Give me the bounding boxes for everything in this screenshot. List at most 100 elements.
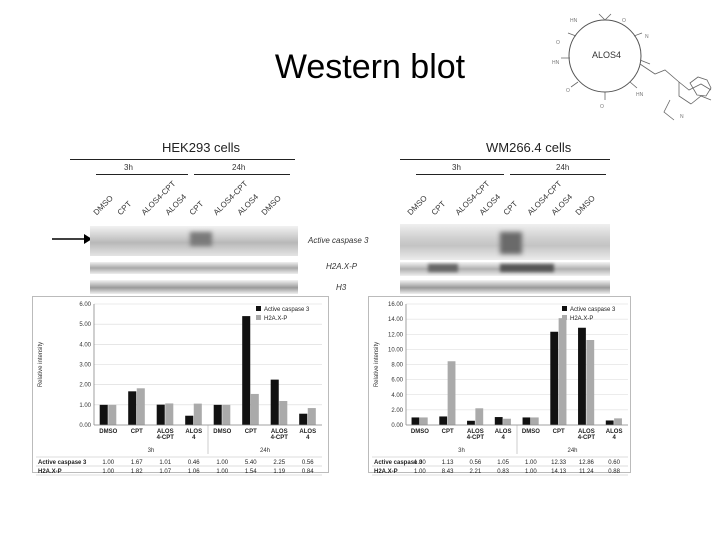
- chemical-structure-icon: ALOS4 HN O O N HN O HN O N: [552, 13, 712, 121]
- x-tick-label: ALOS 4: [606, 429, 623, 441]
- svg-text:O: O: [556, 40, 560, 46]
- y-axis-label: Relative intensity: [374, 342, 380, 387]
- x-tick-label: DMSO: [99, 429, 117, 435]
- x-tick-label: ALOS 4: [185, 429, 202, 441]
- table-cell: 1.01: [159, 460, 171, 466]
- blot-label-h2ax: H2A.X-P: [326, 262, 358, 271]
- bar-h2ax: [558, 318, 567, 425]
- svg-text:O: O: [600, 104, 604, 110]
- y-tick-label: 2.00: [79, 383, 91, 389]
- table-cell: 0.56: [302, 460, 314, 466]
- bar-active-caspase: [99, 404, 108, 425]
- legend-label: Active caspase 3: [264, 307, 310, 313]
- lane-label: CPT: [501, 199, 520, 217]
- x-tick-label: CPT: [442, 429, 454, 435]
- lane-label: DMSO: [405, 193, 429, 217]
- right-blot-h2ax-band-cpt3h: [428, 264, 458, 272]
- bar-h2ax: [307, 408, 316, 425]
- legend-label: H2A.X-P: [570, 316, 593, 322]
- y-tick-label: 12.00: [388, 332, 404, 338]
- bar-h2ax: [475, 408, 484, 425]
- table-cell: 12.33: [551, 460, 567, 466]
- table-cell: 1.00: [414, 460, 426, 466]
- bar-h2ax: [136, 388, 145, 425]
- legend-swatch: [256, 306, 261, 311]
- y-tick-label: 16.00: [388, 302, 404, 308]
- bar-h2ax: [165, 403, 174, 425]
- table-cell: 1.07: [159, 469, 171, 475]
- legend-swatch: [562, 315, 567, 320]
- left-3h-line: [96, 174, 188, 175]
- y-tick-label: 0.00: [391, 423, 403, 429]
- group-label: 24h: [567, 448, 577, 454]
- bar-active-caspase: [411, 417, 420, 425]
- table-cell: 14.13: [551, 469, 567, 475]
- blot-label-h3: H3: [336, 283, 347, 292]
- y-tick-label: 10.00: [388, 347, 404, 353]
- bar-active-caspase: [156, 404, 165, 425]
- bar-active-caspase: [299, 413, 308, 425]
- bar-active-caspase: [605, 420, 614, 425]
- arrow-icon: [52, 234, 92, 244]
- table-cell: 1.00: [525, 469, 537, 475]
- left-blot-caspase-strong-band: [190, 232, 212, 246]
- table-cell: 1.13: [442, 460, 454, 466]
- group-label: 3h: [458, 448, 465, 454]
- chart-right: Relative intensity 0.00 2.00 4.00 6.00 8.00 10…: [368, 296, 631, 476]
- bar-h2ax: [222, 404, 231, 425]
- bar-h2ax: [108, 404, 117, 425]
- table-cell: 1.05: [497, 460, 509, 466]
- left-time-3h: 3h: [124, 163, 133, 172]
- y-tick-label: 4.00: [79, 342, 91, 348]
- table-cell: 2.25: [273, 460, 285, 466]
- table-cell: 2.21: [470, 469, 482, 475]
- x-tick-label: ALOS 4: [495, 429, 512, 441]
- table-cell: 1.00: [102, 460, 114, 466]
- x-tick-label: ALOS 4-CPT: [157, 429, 175, 441]
- structure-label: ALOS4: [592, 50, 621, 60]
- lane-label: DMSO: [573, 193, 597, 217]
- bar-active-caspase: [128, 391, 137, 425]
- table-cell: 0.56: [470, 460, 482, 466]
- table-row-label: Active caspase 3: [38, 460, 87, 466]
- bar-active-caspase: [522, 417, 531, 425]
- lane-label: CPT: [429, 199, 448, 217]
- lane-label: CPT: [187, 199, 206, 217]
- lane-label: ALOS4: [163, 192, 189, 217]
- chart-left: Relative intensity 0.00 1.00 2.00 3.00 4.00 5.…: [32, 296, 329, 476]
- lane-label: ALOS4: [477, 192, 503, 217]
- table-cell: 0.46: [188, 460, 200, 466]
- lane-label: DMSO: [91, 193, 115, 217]
- bar-active-caspase: [494, 417, 503, 425]
- right-cells-title: WM266.4 cells: [486, 140, 572, 155]
- y-tick-label: 1.00: [79, 403, 91, 409]
- x-tick-label: ALOS 4-CPT: [578, 429, 596, 441]
- table-cell: 5.40: [245, 460, 257, 466]
- table-cell: 1.06: [188, 469, 200, 475]
- x-tick-label: ALOS 4-CPT: [271, 429, 289, 441]
- bar-h2ax: [586, 339, 595, 425]
- x-tick-label: DMSO: [411, 429, 429, 435]
- x-tick-label: CPT: [131, 429, 143, 435]
- bar-h2ax: [419, 417, 428, 425]
- bar-active-caspase: [578, 327, 586, 425]
- table-cell: 1.00: [216, 469, 228, 475]
- right-blot-h3: [400, 280, 610, 294]
- svg-text:N: N: [680, 114, 684, 120]
- svg-text:O: O: [566, 88, 570, 94]
- y-tick-label: 4.00: [391, 393, 403, 399]
- bar-active-caspase: [185, 415, 194, 425]
- bar-active-caspase: [439, 416, 448, 425]
- right-time-3h: 3h: [452, 163, 461, 172]
- lane-label: ALOS4: [235, 192, 261, 217]
- bar-h2ax: [193, 403, 202, 425]
- svg-text:HN: HN: [570, 18, 578, 24]
- y-axis-label: Relative intensity: [38, 342, 44, 387]
- table-cell: 1.00: [216, 460, 228, 466]
- left-header-line: [70, 159, 295, 160]
- y-tick-label: 6.00: [79, 302, 91, 308]
- legend-label: Active caspase 3: [570, 307, 616, 313]
- y-tick-label: 8.00: [391, 363, 403, 369]
- right-3h-line: [416, 174, 504, 175]
- x-tick-label: DMSO: [522, 429, 540, 435]
